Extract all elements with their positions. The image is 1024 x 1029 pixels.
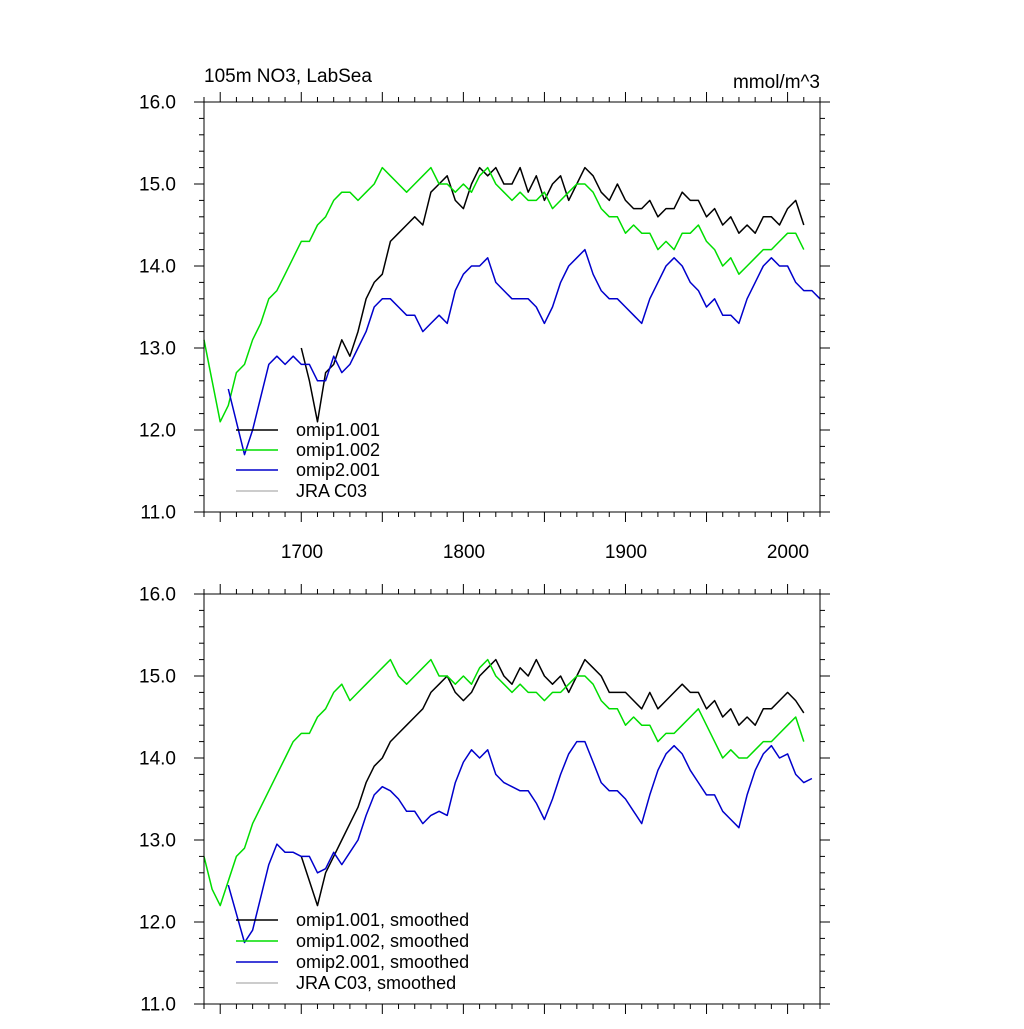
bottom-y-tick-label: 15.0 — [139, 667, 176, 688]
bottom-legend: omip1.001, smoothed omip1.002, smoothed … — [236, 910, 469, 993]
bottom-y-tick-label: 16.0 — [139, 585, 176, 606]
top-x-tick-label: 2000 — [767, 542, 809, 563]
top-y-tick-label: 14.0 — [139, 257, 176, 278]
top-axis-ticks — [194, 92, 830, 522]
top-x-tick-label: 1900 — [605, 542, 647, 563]
top-chart-title: 105m NO3, LabSea — [204, 66, 372, 87]
top-y-tick-label: 16.0 — [139, 93, 176, 114]
bottom-legend-label: omip1.002, smoothed — [296, 931, 469, 951]
top-chart-units: mmol/m^3 — [733, 72, 820, 93]
series-line-omip2-001 — [227, 740, 813, 944]
top-y-tick-label: 13.0 — [139, 339, 176, 360]
top-x-tick-label: 1800 — [443, 542, 485, 563]
top-legend: omip1.001 omip1.002 omip2.001 JRA C03 — [236, 420, 380, 501]
top-series-group — [203, 166, 821, 456]
top-panel: 105m NO3, LabSea mmol/m^3 16.0 15.0 14.0… — [139, 66, 830, 563]
bottom-legend-label: omip1.001, smoothed — [296, 910, 469, 930]
bottom-y-tick-label: 12.0 — [139, 913, 176, 934]
bottom-series-group — [203, 658, 813, 944]
top-y-tick-label: 11.0 — [140, 503, 176, 524]
top-legend-label: JRA C03 — [296, 481, 367, 501]
top-legend-label: omip2.001 — [296, 460, 380, 480]
top-x-tick-label: 1700 — [281, 542, 323, 563]
bottom-axis-ticks — [194, 584, 830, 1014]
top-y-tick-label: 12.0 — [139, 421, 176, 442]
bottom-y-tick-label: 14.0 — [139, 749, 176, 770]
top-y-tick-label: 15.0 — [139, 175, 176, 196]
bottom-legend-label: omip2.001, smoothed — [296, 952, 469, 972]
top-legend-label: omip1.001 — [296, 420, 380, 440]
series-line-omip1-002 — [203, 658, 805, 907]
bottom-panel: 16.0 15.0 14.0 13.0 12.0 11.0 omip1.001,… — [139, 584, 830, 1016]
bottom-y-tick-label: 11.0 — [140, 995, 176, 1016]
bottom-legend-label: JRA C03, smoothed — [296, 973, 456, 993]
series-line-omip1-001 — [300, 658, 805, 907]
series-line-omip2-001 — [227, 248, 821, 456]
bottom-y-tick-label: 13.0 — [139, 831, 176, 852]
series-line-omip1-002 — [203, 166, 805, 423]
top-legend-label: omip1.002 — [296, 440, 380, 460]
series-line-omip1-001 — [300, 166, 805, 423]
